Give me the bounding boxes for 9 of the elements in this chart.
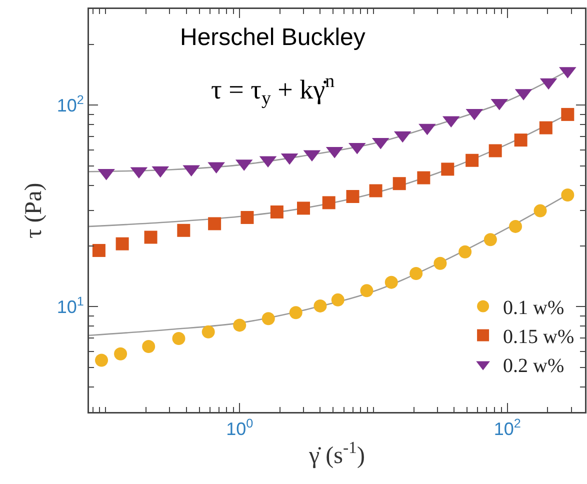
y-axis-title: τ (Pa) xyxy=(21,182,48,238)
annotation: τ = τ$_{y}$ + kγ̇$^{n}$ xyxy=(211,71,336,110)
legend-label: 0.1 w% xyxy=(503,297,564,320)
x-tick-label: 10$^{0}$ xyxy=(226,416,254,440)
legend-label: 0.2 w% xyxy=(503,355,564,378)
x-axis-title: γ̇ (s$^{-1}$) xyxy=(308,438,365,470)
y-tick-label: 10$^{1}$ xyxy=(56,294,84,317)
annotation: Herschel Buckley xyxy=(180,24,366,51)
legend-label: 0.15 w% xyxy=(503,326,574,348)
